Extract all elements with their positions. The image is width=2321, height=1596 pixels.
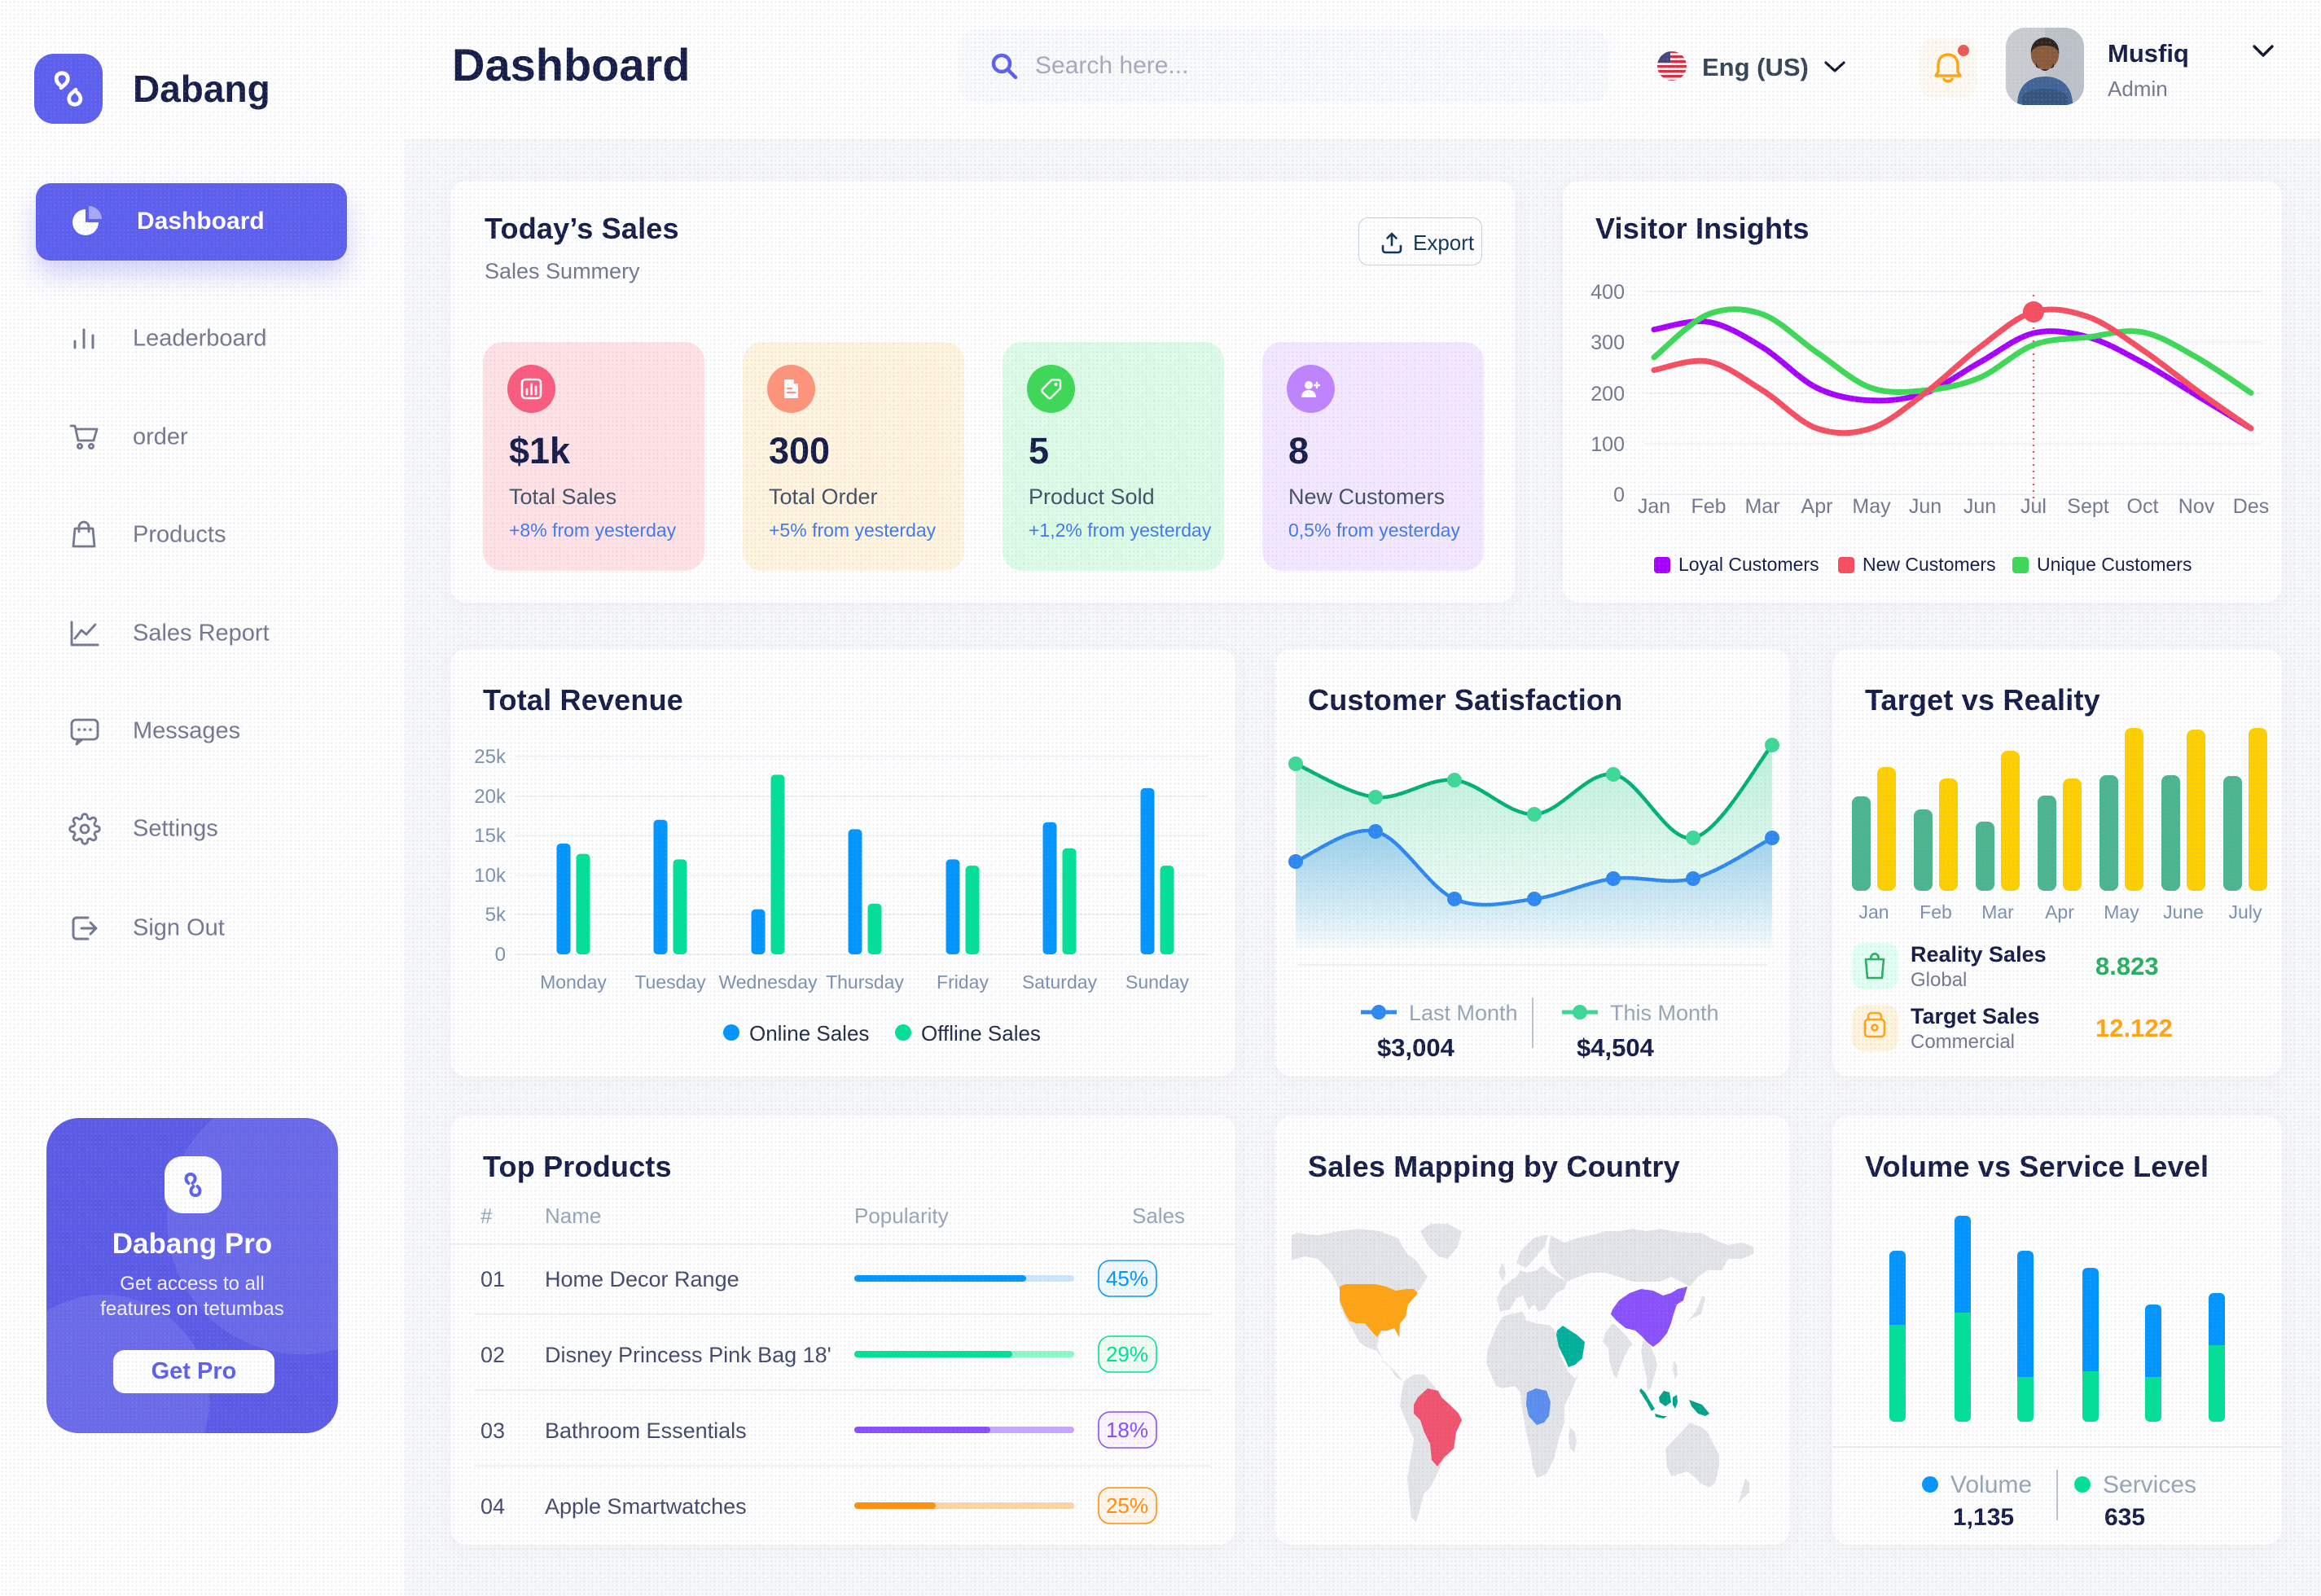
svg-text:Sunday: Sunday	[1125, 971, 1190, 993]
svg-text:18%: 18%	[1106, 1418, 1148, 1442]
svg-text:01: 01	[480, 1267, 505, 1291]
svg-text:#: #	[480, 1204, 493, 1228]
svg-text:Reality Sales: Reality Sales	[1911, 942, 2047, 967]
svg-text:Services: Services	[2103, 1471, 2196, 1498]
svg-text:Feb: Feb	[1691, 495, 1726, 518]
svg-text:300: 300	[1590, 331, 1625, 354]
svg-text:02: 02	[480, 1343, 505, 1367]
svg-text:Volume: Volume	[1950, 1471, 2032, 1498]
svg-text:Feb: Feb	[1920, 901, 1952, 923]
svg-text:July: July	[2229, 901, 2262, 923]
svg-text:Apple Smartwatches: Apple Smartwatches	[545, 1494, 747, 1519]
svg-text:200: 200	[1590, 383, 1625, 406]
svg-text:04: 04	[480, 1494, 505, 1519]
svg-text:Jun: Jun	[1963, 495, 1996, 518]
svg-text:45%: 45%	[1106, 1266, 1148, 1291]
svg-text:29%: 29%	[1106, 1342, 1148, 1366]
svg-text:Nov: Nov	[2178, 495, 2215, 518]
svg-text:100: 100	[1590, 433, 1625, 456]
svg-text:Commercial: Commercial	[1911, 1031, 2015, 1053]
svg-text:Disney Princess Pink Bag 18': Disney Princess Pink Bag 18'	[545, 1343, 831, 1367]
svg-text:Friday: Friday	[937, 971, 989, 993]
svg-text:Jan: Jan	[1638, 495, 1670, 518]
svg-text:Global: Global	[1911, 969, 1967, 991]
svg-text:Online Sales: Online Sales	[749, 1021, 869, 1046]
svg-text:Jan: Jan	[1858, 901, 1889, 923]
svg-text:Jun: Jun	[1909, 495, 1941, 518]
svg-text:12.122: 12.122	[2095, 1014, 2173, 1042]
svg-text:400: 400	[1590, 281, 1625, 304]
svg-text:Thursday: Thursday	[826, 971, 904, 993]
svg-text:5k: 5k	[485, 904, 507, 926]
svg-text:Tuesday: Tuesday	[634, 971, 706, 993]
svg-text:Sept: Sept	[2067, 495, 2108, 518]
svg-text:0: 0	[495, 944, 506, 966]
svg-text:Oct: Oct	[2127, 495, 2159, 518]
svg-text:Monday: Monday	[540, 971, 607, 993]
svg-text:03: 03	[480, 1418, 505, 1443]
svg-text:15k: 15k	[474, 825, 507, 847]
svg-text:0: 0	[1613, 484, 1625, 506]
svg-text:Saturday: Saturday	[1022, 971, 1098, 993]
svg-text:Des: Des	[2233, 495, 2269, 518]
svg-text:635: 635	[2104, 1504, 2145, 1531]
svg-text:New Customers: New Customers	[1863, 554, 1996, 575]
svg-text:Bathroom Essentials: Bathroom Essentials	[545, 1418, 747, 1443]
svg-text:Mar: Mar	[1744, 495, 1779, 518]
svg-text:Loyal Customers: Loyal Customers	[1678, 554, 1819, 575]
svg-text:20k: 20k	[474, 786, 507, 808]
svg-text:10k: 10k	[474, 865, 507, 887]
svg-text:Popularity: Popularity	[854, 1204, 949, 1228]
svg-text:$3,004: $3,004	[1377, 1033, 1455, 1062]
svg-text:Name: Name	[545, 1204, 601, 1228]
svg-text:25k: 25k	[474, 746, 507, 768]
svg-text:$4,504: $4,504	[1577, 1033, 1655, 1062]
svg-text:8.823: 8.823	[2095, 952, 2159, 980]
svg-text:Offline Sales: Offline Sales	[921, 1021, 1041, 1046]
svg-text:Mar: Mar	[1981, 901, 2014, 923]
svg-text:25%: 25%	[1106, 1493, 1148, 1518]
svg-text:Wednesday: Wednesday	[718, 971, 818, 993]
svg-text:Jul: Jul	[2020, 495, 2047, 518]
svg-text:Apr: Apr	[2045, 901, 2074, 923]
svg-text:Sales: Sales	[1132, 1204, 1185, 1228]
svg-text:May: May	[1852, 495, 1891, 518]
svg-text:Target Sales: Target Sales	[1911, 1004, 2040, 1028]
svg-text:May: May	[2104, 901, 2139, 923]
svg-text:June: June	[2163, 901, 2204, 923]
svg-text:Unique Customers: Unique Customers	[2037, 554, 2192, 575]
svg-text:Home Decor Range: Home Decor Range	[545, 1267, 739, 1291]
svg-text:1,135: 1,135	[1953, 1504, 2014, 1531]
svg-text:Apr: Apr	[1801, 495, 1833, 518]
svg-text:Last Month: Last Month	[1409, 1001, 1518, 1025]
svg-text:This Month: This Month	[1610, 1001, 1719, 1025]
